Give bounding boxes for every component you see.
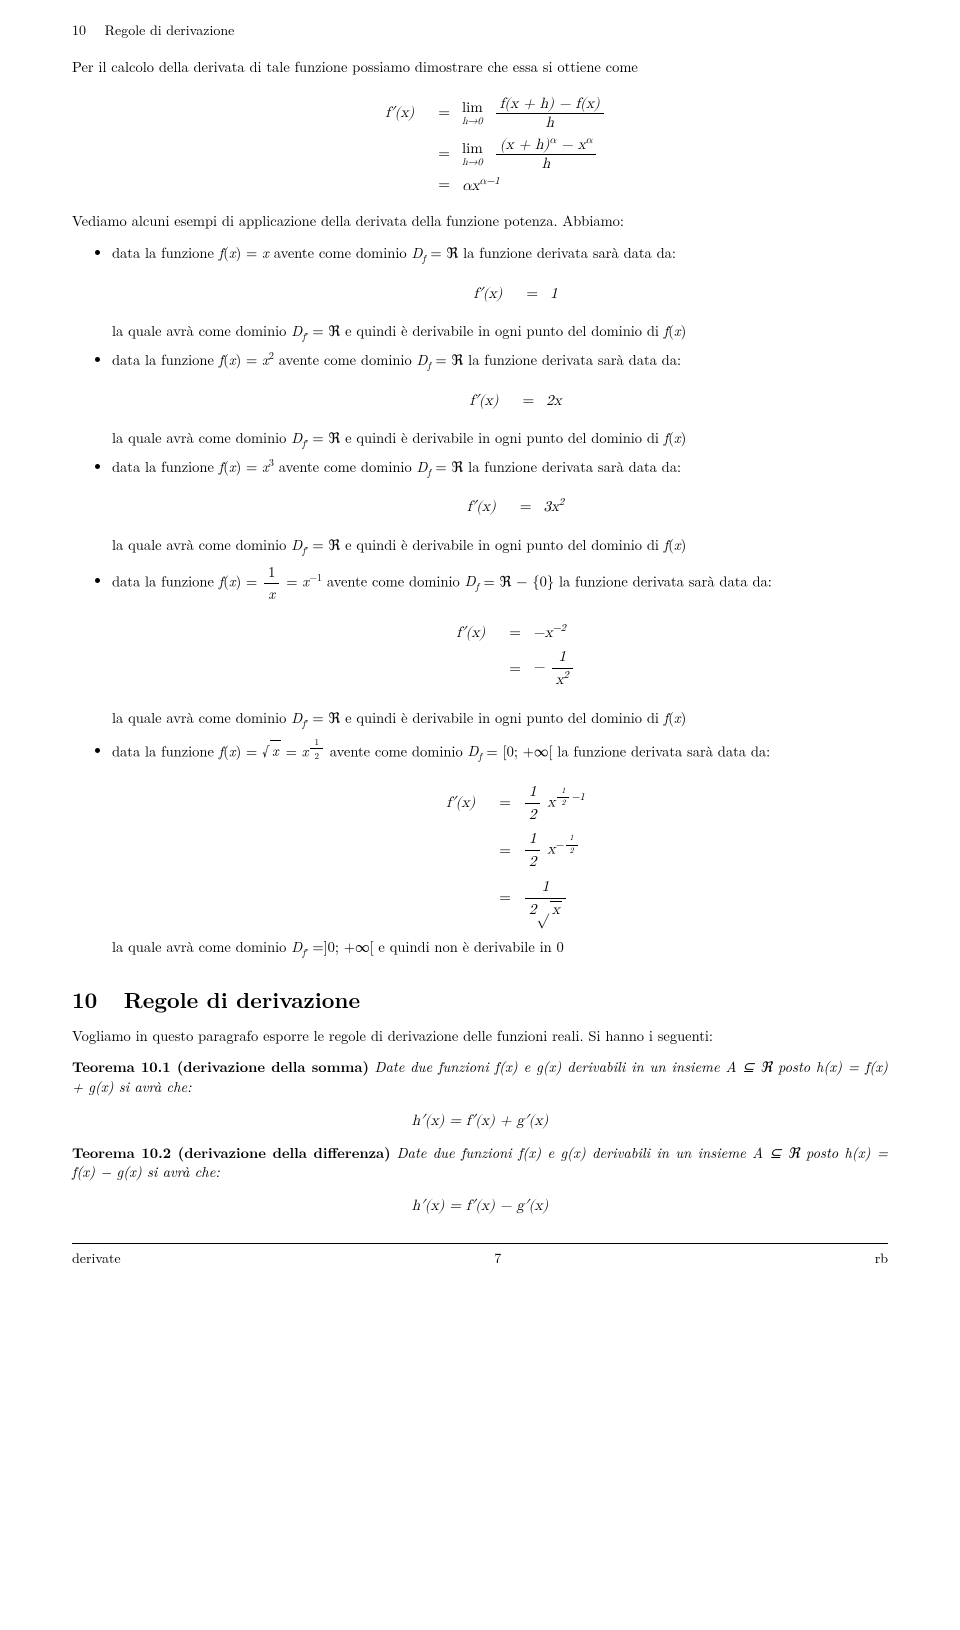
- section-heading: 10 Regole di derivazione: [72, 984, 888, 1015]
- examples-list: data la funzione f(x) = x avente come do…: [92, 243, 888, 960]
- theorem-2-display: h′(x) = f′(x) − g′(x): [72, 1197, 888, 1215]
- header-title: Regole di derivazione: [105, 20, 235, 40]
- theorem-2: Teorema 10.2 (derivazione della differen…: [72, 1144, 888, 1183]
- example-item-inverse: data la funzione f(x) = 1x = x−1 avente …: [112, 562, 888, 731]
- page-footer: derivate 7 rb: [72, 1243, 888, 1268]
- document-page: 10 Regole di derivazione Per il calcolo …: [0, 0, 960, 1298]
- section-intro: Vogliamo in questo paragrafo esporre le …: [72, 1027, 888, 1047]
- header-page-number: 10: [72, 20, 86, 40]
- section-title: Regole di derivazione: [124, 984, 360, 1015]
- example-item: data la funzione f(x) = x avente come do…: [112, 243, 888, 344]
- footer-left: derivate: [72, 1248, 121, 1268]
- example-item: data la funzione f(x) = x2 avente come d…: [112, 348, 888, 451]
- example-item: data la funzione f(x) = x3 avente come d…: [112, 455, 888, 558]
- examples-intro: Vediamo alcuni esempi di applicazione de…: [72, 212, 888, 232]
- example-item-sqrt: data la funzione f(x) = x = x12 avente c…: [112, 735, 888, 960]
- running-header: 10 Regole di derivazione: [72, 20, 888, 40]
- footer-center: 7: [494, 1248, 501, 1268]
- footer-right: rb: [875, 1248, 888, 1268]
- power-rule-derivation: f′(x) = limh→0 f(x + h) − f(x)h = limh→0…: [72, 92, 888, 198]
- intro-paragraph: Per il calcolo della derivata di tale fu…: [72, 58, 888, 78]
- section-number: 10: [72, 984, 97, 1015]
- theorem-1: Teorema 10.1 (derivazione della somma) D…: [72, 1058, 888, 1097]
- theorem-1-display: h′(x) = f′(x) + g′(x): [72, 1112, 888, 1130]
